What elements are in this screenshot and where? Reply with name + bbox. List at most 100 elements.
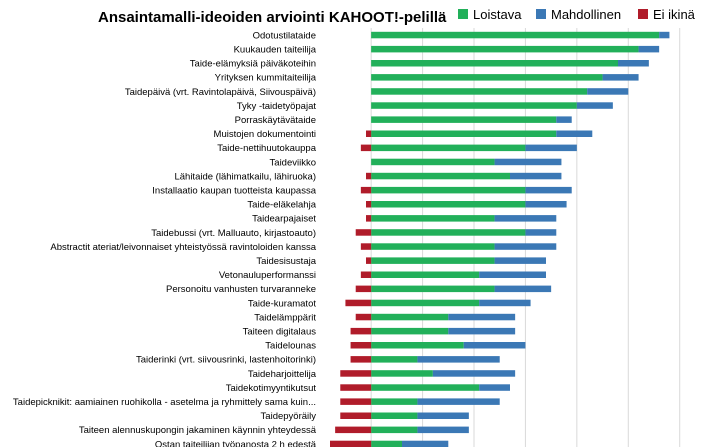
bar-ei-ikina bbox=[355, 313, 372, 321]
bar-loistava bbox=[371, 356, 418, 363]
legend-swatch-ei-ikina bbox=[638, 9, 648, 19]
category-label: Porraskäytävätaide bbox=[235, 115, 316, 126]
bar-mahdollinen bbox=[417, 412, 469, 419]
category-label: Yrityksen kummitaiteilija bbox=[215, 73, 317, 84]
bar-ei-ikina bbox=[350, 342, 372, 349]
category-label: Vetonauluperformanssi bbox=[219, 270, 316, 281]
bar-loistava bbox=[371, 285, 495, 293]
bar-mahdollinen bbox=[556, 130, 593, 137]
bar-loistava bbox=[371, 440, 402, 447]
bar-mahdollinen bbox=[525, 144, 577, 152]
bar-mahdollinen bbox=[479, 384, 510, 391]
category-label: Taidepicknikit: aamiainen ruohikolla - a… bbox=[13, 397, 316, 408]
category-label: Taide-eläkelahja bbox=[247, 200, 316, 211]
bar-series bbox=[330, 31, 670, 447]
category-label: Tyky -taidetyöpajat bbox=[237, 101, 317, 112]
bar-ei-ikina bbox=[340, 398, 372, 405]
category-label: Taidepäivä (vrt. Ravintolapäivä, Siivous… bbox=[125, 87, 316, 98]
category-label: Taide-nettihuutokauppa bbox=[217, 143, 316, 154]
bar-mahdollinen bbox=[417, 426, 469, 434]
category-label: Odotustilataide bbox=[253, 30, 316, 41]
bar-ei-ikina bbox=[366, 215, 372, 222]
category-label: Taidelounas bbox=[265, 341, 316, 352]
bar-ei-ikina bbox=[366, 257, 372, 264]
bar-mahdollinen bbox=[494, 257, 546, 264]
legend-swatch-mahdollinen bbox=[536, 9, 546, 19]
bar-ei-ikina bbox=[366, 130, 372, 137]
bar-ei-ikina bbox=[350, 327, 372, 335]
category-label: Muistojen dokumentointi bbox=[214, 129, 316, 140]
bar-mahdollinen bbox=[494, 243, 557, 250]
category-label: Taide-kuramatot bbox=[248, 298, 316, 309]
bar-loistava bbox=[371, 426, 418, 434]
category-label: Installaatio kaupan tuotteista kaupassa bbox=[152, 185, 316, 196]
bar-ei-ikina bbox=[350, 356, 372, 363]
bar-ei-ikina bbox=[360, 271, 372, 278]
legend-label-ei-ikina: Ei ikinä bbox=[653, 7, 696, 22]
chart-legend: Loistava Mahdollinen Ei ikinä bbox=[458, 7, 696, 22]
grid-lines bbox=[370, 28, 681, 447]
bar-loistava bbox=[371, 201, 526, 208]
bar-mahdollinen bbox=[618, 60, 649, 67]
bar-mahdollinen bbox=[432, 370, 516, 377]
bar-loistava bbox=[371, 313, 449, 321]
category-label: Taiteen digitalaus bbox=[243, 326, 317, 337]
bar-loistava bbox=[371, 327, 449, 335]
bar-loistava bbox=[371, 384, 480, 391]
bar-ei-ikina bbox=[360, 243, 372, 250]
bar-loistava bbox=[371, 186, 526, 194]
bar-ei-ikina bbox=[345, 299, 372, 307]
bar-mahdollinen bbox=[659, 31, 670, 39]
bar-mahdollinen bbox=[494, 285, 552, 293]
bar-mahdollinen bbox=[638, 45, 660, 53]
bar-mahdollinen bbox=[417, 398, 500, 405]
bar-mahdollinen bbox=[525, 186, 572, 194]
chart-title: Ansaintamalli-ideoiden arviointi KAHOOT!… bbox=[98, 9, 447, 26]
bar-ei-ikina bbox=[340, 412, 372, 419]
bar-ei-ikina bbox=[360, 144, 372, 152]
bar-mahdollinen bbox=[587, 88, 629, 95]
bar-ei-ikina bbox=[335, 426, 372, 434]
category-label: Abstractit ateriat/leivonnaiset yhteisty… bbox=[50, 242, 316, 253]
category-label: Taide-elämyksiä päiväkoteihin bbox=[190, 59, 316, 70]
bar-ei-ikina bbox=[366, 201, 372, 208]
bar-mahdollinen bbox=[602, 74, 639, 81]
bar-loistava bbox=[371, 299, 480, 307]
bar-mahdollinen bbox=[448, 313, 516, 321]
category-label: Taiteen alennuskupongin jakaminen käynni… bbox=[79, 425, 317, 436]
bar-loistava bbox=[371, 130, 557, 137]
category-label: Ostan taiteilijan työpanosta 2 h edestä bbox=[155, 439, 317, 447]
category-label: Taidesisustaja bbox=[256, 256, 316, 267]
bar-mahdollinen bbox=[494, 158, 562, 166]
category-label: Taidelämppärit bbox=[254, 312, 316, 323]
legend-label-mahdollinen: Mahdollinen bbox=[551, 7, 621, 22]
bar-mahdollinen bbox=[525, 229, 557, 236]
bar-mahdollinen bbox=[448, 327, 516, 335]
bar-loistava bbox=[371, 342, 464, 349]
bar-ei-ikina bbox=[355, 285, 372, 293]
bar-mahdollinen bbox=[494, 215, 557, 222]
bar-ei-ikina bbox=[330, 440, 372, 447]
bar-ei-ikina bbox=[340, 384, 372, 391]
category-label: Taidebussi (vrt. Malluauto, kirjastoauto… bbox=[151, 228, 316, 239]
bar-mahdollinen bbox=[556, 116, 572, 123]
bar-mahdollinen bbox=[525, 201, 567, 208]
bar-mahdollinen bbox=[402, 440, 449, 447]
bar-ei-ikina bbox=[340, 370, 372, 377]
bar-mahdollinen bbox=[463, 342, 526, 349]
bar-mahdollinen bbox=[479, 271, 546, 278]
category-label: Personoitu vanhusten turvaranneke bbox=[166, 284, 316, 295]
category-label: Taidearpajaiset bbox=[252, 214, 316, 225]
category-labels: Odotustilataide Kuukauden taiteilija Taide… bbox=[13, 30, 317, 447]
bar-loistava bbox=[371, 60, 618, 67]
bar-loistava bbox=[371, 412, 418, 419]
legend-swatch-loistava bbox=[458, 9, 468, 19]
bar-loistava bbox=[371, 144, 526, 152]
bar-mahdollinen bbox=[479, 299, 531, 307]
bar-mahdollinen bbox=[576, 102, 613, 109]
category-label: Taiderinki (vrt. siivousrinki, lastenhoi… bbox=[136, 355, 316, 366]
category-label: Taideharjoittelija bbox=[248, 369, 317, 380]
legend-label-loistava: Loistava bbox=[473, 7, 522, 22]
bar-loistava bbox=[371, 172, 510, 180]
